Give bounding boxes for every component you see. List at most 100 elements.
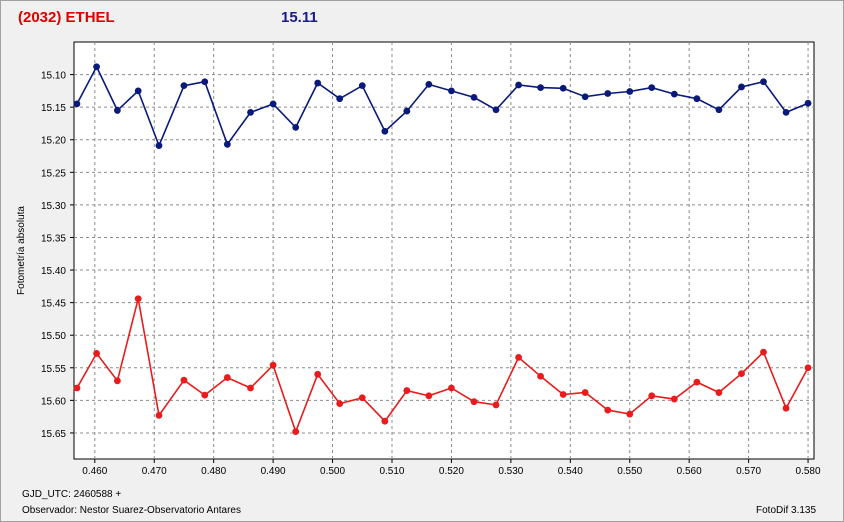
chart-title-object: (2032) ETHEL (18, 9, 115, 26)
series-1-point (760, 348, 767, 356)
y-tick-label: 15.45 (41, 299, 66, 310)
x-tick-label: 0.470 (142, 466, 167, 477)
y-tick-label: 15.55 (41, 364, 66, 375)
x-tick-label: 0.500 (320, 466, 345, 477)
series-0-point (581, 93, 589, 101)
series-0-point (626, 88, 634, 95)
series-1-point (559, 391, 567, 398)
series-0-point (492, 106, 500, 114)
y-tick-label: 15.40 (41, 266, 66, 277)
series-1-point (201, 391, 209, 399)
series-1-point (648, 392, 656, 400)
y-axis-ticks: 15.10 15.15 15.20 15.25 15.30 15.35 15.40 15.45… (41, 71, 74, 440)
series-1-point (738, 370, 745, 378)
series-1-point (223, 374, 231, 381)
series-0-point (804, 99, 812, 107)
series-0-line (76, 65, 809, 148)
series-1-point (782, 404, 790, 412)
data-series (73, 63, 812, 436)
y-tick-label: 15.25 (41, 168, 66, 179)
x-tick-label: 0.530 (498, 466, 523, 477)
series-0-point (223, 140, 231, 148)
x-axis-ticks: 0.460 0.470 0.480 0.490 0.500 0.510 0.520 0.530… (82, 459, 821, 477)
series-0-point (693, 95, 701, 103)
series-1-point (537, 372, 544, 380)
series-1-line (76, 298, 809, 434)
series-0-point (381, 127, 389, 135)
series-1-point (515, 353, 522, 361)
x-tick-label: 0.540 (558, 466, 583, 477)
series-0-point (738, 83, 745, 91)
series-1-point (93, 350, 100, 357)
series-0-point (73, 100, 81, 108)
series-1-point (804, 364, 812, 372)
series-1-point (155, 411, 163, 419)
series-0-point (134, 87, 142, 95)
series-0-point (559, 84, 567, 92)
y-axis-label: Fotometría absoluta (16, 206, 27, 295)
series-1-point (314, 370, 322, 378)
magnitude-label: 15.11 (281, 9, 318, 26)
series-0-point (93, 63, 100, 71)
series-0-point (292, 123, 300, 131)
y-tick-label: 15.30 (41, 201, 66, 212)
series-1-point (604, 406, 612, 414)
y-tick-label: 15.60 (41, 396, 66, 407)
series-1-point (581, 389, 589, 396)
x-tick-label: 0.580 (796, 466, 821, 477)
series-1-point (626, 410, 634, 418)
series-0-point (604, 90, 612, 97)
series-1-point (247, 384, 254, 392)
x-tick-label: 0.510 (379, 466, 404, 477)
observer-label: Observador: Nestor Suarez-Observatorio A… (22, 505, 241, 516)
series-1-point (715, 389, 723, 396)
x-tick-label: 0.460 (82, 466, 107, 477)
series-1-point (292, 428, 300, 436)
plot-area (73, 41, 815, 460)
series-1-point (269, 361, 277, 369)
series-1-point (403, 387, 411, 394)
series-1-point (670, 395, 678, 403)
series-1-point (134, 295, 142, 303)
series-0-point (314, 79, 322, 87)
series-0-point (358, 82, 366, 90)
series-0-point (155, 142, 163, 149)
y-tick-label: 15.15 (41, 103, 66, 114)
series-1-point (448, 384, 455, 392)
x-tick-label: 0.520 (439, 466, 464, 477)
series-0-point (715, 106, 723, 114)
series-1-point (381, 417, 389, 425)
x-tick-label: 0.570 (736, 466, 761, 477)
gjd-label: GJD_UTC: 2460588 + (22, 489, 122, 500)
series-1-point (425, 392, 433, 400)
series-0-point (180, 82, 188, 90)
series-1-point (470, 398, 478, 406)
series-0-point (648, 84, 656, 92)
software-label: FotoDif 3.135 (756, 505, 817, 516)
y-tick-label: 15.50 (41, 331, 66, 342)
x-tick-label: 0.560 (677, 466, 702, 477)
y-tick-label: 15.65 (41, 429, 66, 440)
x-tick-label: 0.490 (261, 466, 286, 477)
series-0-point (760, 78, 767, 86)
y-tick-label: 15.35 (41, 233, 66, 244)
series-0-point (269, 100, 277, 108)
series-0-point (782, 108, 790, 116)
series-0-point (448, 87, 455, 95)
series-0-point (247, 108, 254, 116)
series-0-point (113, 107, 121, 114)
series-1-point (73, 384, 81, 392)
series-1-point (113, 377, 121, 385)
x-tick-label: 0.550 (617, 466, 642, 477)
series-0-point (537, 84, 544, 92)
series-0-point (515, 81, 522, 89)
series-1-point (358, 394, 366, 402)
series-0-point (670, 90, 678, 98)
series-0-point (403, 107, 411, 115)
series-0-point (470, 93, 478, 101)
series-1-point (180, 376, 188, 384)
y-tick-label: 15.20 (41, 136, 66, 147)
series-0-point (336, 95, 344, 103)
series-1-point (336, 400, 344, 408)
